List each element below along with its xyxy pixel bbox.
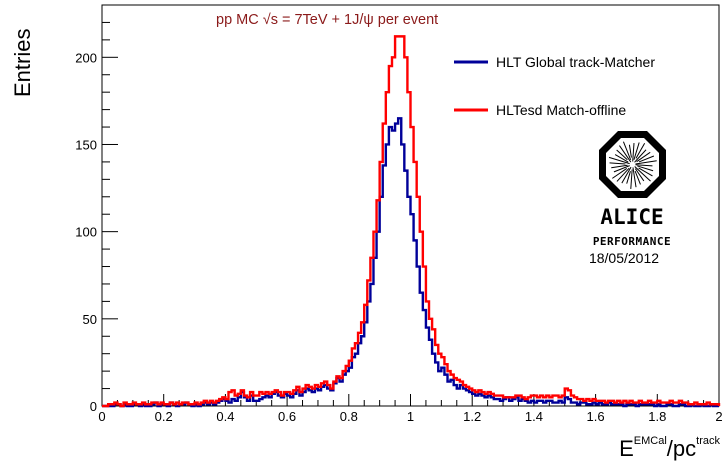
alice-ray [634,168,645,182]
x-tick-label: 0.2 [155,409,173,424]
x-tick-label: 1.8 [648,409,666,424]
alice-ray [632,143,635,162]
x-tick-label: 2 [715,409,722,424]
x-tick-label: 0.6 [278,409,296,424]
alice-ray [630,169,633,189]
alice-octagon-inner [606,138,659,191]
alice-ray [635,160,657,165]
alice-word: ALICE [600,205,663,229]
y-tick-label: 100 [75,225,97,240]
alice-performance: PERFORMANCE [593,235,671,248]
legend-label-hltesd: HLTesd Match-offline [496,102,626,118]
alice-ray [612,168,628,179]
alice-ray [633,142,640,160]
alice-ray [616,167,630,182]
alice-ray [609,162,626,165]
alice-ray [637,165,654,172]
x-tick-label: 1.2 [463,409,481,424]
series-layer [102,35,721,408]
alice-date: 18/05/2012 [589,250,659,266]
x-tick-label: 1.6 [587,409,605,424]
y-axis-title: Entries [10,29,35,97]
legend-label-hlt-global: HLT Global track-Matcher [496,54,655,70]
y-tick-label: 200 [75,50,97,65]
alice-logo: ALICE PERFORMANCE 18/05/2012 [589,131,671,266]
alice-ray [619,145,632,163]
alice-ray [616,149,628,161]
alice-ray [621,166,632,184]
x-axis-ticks: 0 0.2 0.4 0.6 0.8 1 1.2 1.4 1.6 1.8 2 [98,394,723,424]
y-tick-label: 50 [83,312,97,327]
x-tick-label: 0.4 [216,409,234,424]
x-tick-label: 1.4 [525,409,543,424]
alice-ray [634,166,651,182]
y-axis-ticks: 0 50 100 150 200 [75,4,118,414]
alice-ray [638,167,653,177]
alice-ray [628,144,632,158]
alice-ray [638,155,655,163]
alice-ray [613,165,630,173]
series-line-1 [102,35,721,408]
alice-ray [636,151,651,163]
alice-star-icon [608,141,657,189]
y-tick-label: 150 [75,137,97,152]
y-tick-label: 0 [90,399,97,414]
chart-title: pp MC √s = 7TeV + 1J/ψ per event [216,12,438,28]
alice-ray [634,170,641,185]
alice-ray [635,164,653,167]
alice-ray [622,141,632,161]
x-tick-label: 0 [98,409,105,424]
x-axis-title: EEMCal/pctrack [619,435,720,461]
alice-ray [614,154,629,163]
alice-ray [634,149,647,163]
alice-ray [611,164,628,169]
alice-ray [608,156,630,165]
x-tick-label: 0.8 [340,409,358,424]
alice-ray [632,167,637,188]
legend: HLT Global track-Matcher HLTesd Match-of… [454,54,655,118]
alice-ray [635,142,646,159]
x-tick-label: 1 [407,409,414,424]
alice-ray [626,171,631,184]
